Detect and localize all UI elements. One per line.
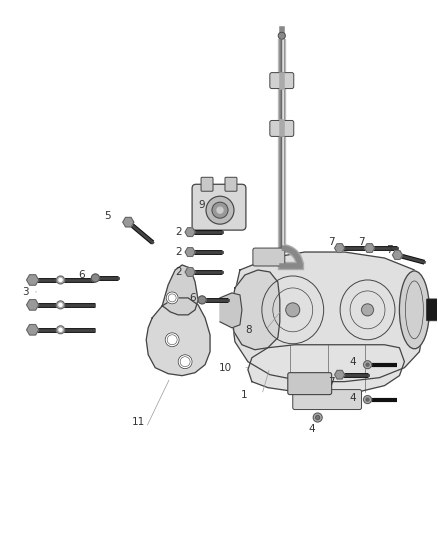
Text: 4: 4 [349,357,356,367]
Ellipse shape [165,333,179,347]
FancyBboxPatch shape [253,248,285,266]
Text: 4: 4 [308,424,315,434]
Polygon shape [123,217,134,227]
Text: 10: 10 [219,362,232,373]
Ellipse shape [313,413,322,422]
Polygon shape [185,248,195,256]
FancyBboxPatch shape [192,184,246,230]
Text: 7: 7 [358,237,365,247]
FancyBboxPatch shape [225,177,237,191]
Ellipse shape [366,363,369,366]
Text: 7: 7 [386,245,393,255]
Text: 7: 7 [328,377,335,386]
Polygon shape [364,244,374,252]
Ellipse shape [59,303,62,306]
Ellipse shape [59,278,62,281]
Ellipse shape [361,304,374,316]
Text: 8: 8 [245,325,252,335]
Ellipse shape [206,196,234,224]
Ellipse shape [364,395,371,403]
FancyBboxPatch shape [288,373,332,394]
Ellipse shape [59,328,62,332]
FancyBboxPatch shape [201,177,213,191]
Text: 3: 3 [23,287,29,297]
Polygon shape [232,252,424,382]
FancyBboxPatch shape [426,299,438,321]
Polygon shape [232,270,280,350]
Polygon shape [185,268,195,276]
Polygon shape [335,370,345,379]
Text: 2: 2 [176,227,182,237]
Ellipse shape [92,274,99,282]
FancyBboxPatch shape [293,390,361,409]
Text: 9: 9 [198,200,205,210]
Polygon shape [162,265,198,315]
FancyBboxPatch shape [270,72,294,88]
Polygon shape [248,345,404,393]
Ellipse shape [366,398,369,401]
Ellipse shape [178,355,192,369]
Text: 11: 11 [132,416,145,426]
Ellipse shape [399,271,429,349]
Text: 1: 1 [241,390,248,400]
Text: 5: 5 [104,211,110,221]
Ellipse shape [57,301,64,309]
Text: 4: 4 [349,393,356,402]
Text: 6: 6 [78,270,85,280]
Ellipse shape [57,276,64,284]
Polygon shape [220,293,242,328]
Ellipse shape [166,292,178,304]
Polygon shape [27,275,39,285]
Text: 2: 2 [176,247,182,257]
Polygon shape [185,228,195,237]
Polygon shape [335,244,345,252]
Polygon shape [146,298,210,376]
Ellipse shape [316,416,320,419]
Ellipse shape [364,361,371,369]
Polygon shape [27,300,39,310]
Ellipse shape [212,202,228,218]
Polygon shape [392,251,403,260]
Polygon shape [27,325,39,335]
Ellipse shape [286,303,300,317]
Ellipse shape [217,207,223,213]
Ellipse shape [198,296,206,304]
Text: 6: 6 [190,293,196,303]
FancyBboxPatch shape [270,120,294,136]
Ellipse shape [57,326,64,334]
Ellipse shape [278,32,285,39]
Text: 2: 2 [176,267,182,277]
Text: 7: 7 [328,237,335,247]
